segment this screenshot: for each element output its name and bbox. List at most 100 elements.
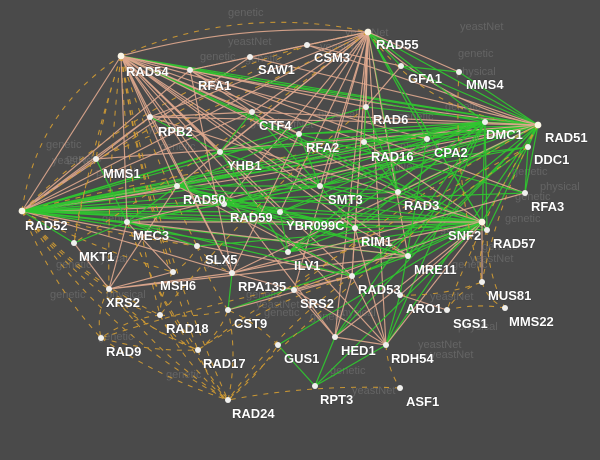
edge-genetic [159,271,174,316]
edge-yeastnet [400,65,539,126]
graph-node-rad24[interactable] [225,397,231,403]
graph-node-rad17[interactable] [195,347,201,353]
graph-node-rad57[interactable] [484,227,490,233]
graph-node-snf2[interactable] [478,218,486,226]
graph-node-cpa2[interactable] [424,136,430,142]
graph-node-rad3[interactable] [395,189,401,195]
edge-yeastnet [407,121,486,257]
graph-node-ilv1[interactable] [285,249,291,255]
graph-node-asf1[interactable] [397,385,403,391]
graph-node-dmc1[interactable] [482,119,488,125]
graph-node-rim1[interactable] [352,225,358,231]
edge-yeastnet [314,336,336,387]
graph-node-ctf4[interactable] [249,109,255,115]
edge-genetic [100,337,229,401]
graph-node-rfa3[interactable] [522,190,528,196]
graph-node-gfa1[interactable] [398,63,404,69]
node-label-ctf4: CTF4 [259,118,292,133]
edge-physical [279,31,369,213]
node-label-csm3: CSM3 [314,50,350,65]
graph-node-rad52[interactable] [18,207,26,215]
node-label-rad17: RAD17 [203,356,246,371]
graph-node-sgs1[interactable] [444,307,450,313]
edge-physical [351,227,356,277]
edge-yeastnet [279,211,356,229]
graph-node-csm3[interactable] [304,42,310,48]
graph-node-aro1[interactable] [397,292,403,298]
node-label-mus81: MUS81 [488,288,531,303]
graph-node-hed1[interactable] [332,334,338,340]
edge-yeastnet [126,146,529,223]
graph-node-rad51[interactable] [534,121,542,129]
graph-node-ybr099c[interactable] [277,209,283,215]
watermark-label: yeastNet [430,291,473,303]
edge-genetic [293,124,539,291]
edge-physical [21,55,122,212]
edge-physical [21,31,369,212]
graph-node-rad6[interactable] [363,104,369,110]
graph-node-rfa1[interactable] [187,67,193,73]
graph-node-rpb2[interactable] [147,114,153,120]
edge-genetic [457,71,483,283]
edge-physical [334,221,483,338]
node-label-rad54: RAD54 [126,64,169,79]
node-label-asf1: ASF1 [406,394,439,409]
graph-node-rpa135[interactable] [229,270,235,276]
node-layer[interactable] [18,28,542,403]
edge-physical [176,185,353,277]
watermark-label: physical [458,321,498,333]
graph-node-mms4[interactable] [456,69,462,75]
edge-genetic [21,210,174,273]
edge-yeastnet [176,124,539,187]
graph-node-rad55[interactable] [364,28,372,36]
graph-node-mec3[interactable] [124,219,130,225]
edge-physical [365,65,402,108]
edge-yeastnet [319,185,399,193]
node-label-rfa2: RFA2 [306,140,339,155]
graph-node-smt3[interactable] [317,183,323,189]
edge-genetic [120,55,174,273]
graph-node-mms22[interactable] [502,305,508,311]
edge-physical [120,55,178,187]
node-label-hed1: HED1 [341,343,376,358]
graph-node-rad18[interactable] [157,312,163,318]
graph-node-gus1[interactable] [275,342,281,348]
watermark-label: genetic [166,369,202,381]
watermark-label: yeastNet [352,385,395,397]
graph-node-rad53[interactable] [349,273,355,279]
graph-node-rad54[interactable] [117,52,125,60]
graph-node-saw1[interactable] [247,54,253,60]
edge-yeastnet [524,124,539,194]
node-label-mkt1: MKT1 [79,249,114,264]
node-label-rad52: RAD52 [25,218,68,233]
edge-yeastnet [351,124,539,277]
graph-node-rad50[interactable] [174,183,180,189]
graph-node-rad16[interactable] [361,139,367,145]
graph-node-rad9[interactable] [98,335,104,341]
watermark-label: genetic [50,289,86,301]
edge-yeastnet [367,31,483,223]
graph-node-rdh54[interactable] [383,342,389,348]
graph-node-xrs2[interactable] [106,286,112,292]
graph-node-rad59[interactable] [221,201,227,207]
graph-node-mre11[interactable] [405,253,411,259]
edge-genetic [227,309,279,346]
edge-genetic [446,281,483,311]
edge-yeastnet [524,146,529,194]
edge-yeastnet [21,210,75,244]
edge-physical [306,44,539,126]
graph-node-mus81[interactable] [479,279,485,285]
graph-node-cst9[interactable] [225,307,231,313]
graph-node-ddc1[interactable] [525,144,531,150]
graph-node-mms1[interactable] [93,156,99,162]
graph-node-rpt3[interactable] [312,383,318,389]
graph-node-slx5[interactable] [194,243,200,249]
graph-node-yhb1[interactable] [217,149,223,155]
graph-node-mkt1[interactable] [71,240,77,246]
graph-node-msh6[interactable] [170,269,176,275]
graph-node-srs2[interactable] [291,287,297,293]
graph-node-rfa2[interactable] [296,131,302,137]
edge-yeastnet [126,221,198,247]
